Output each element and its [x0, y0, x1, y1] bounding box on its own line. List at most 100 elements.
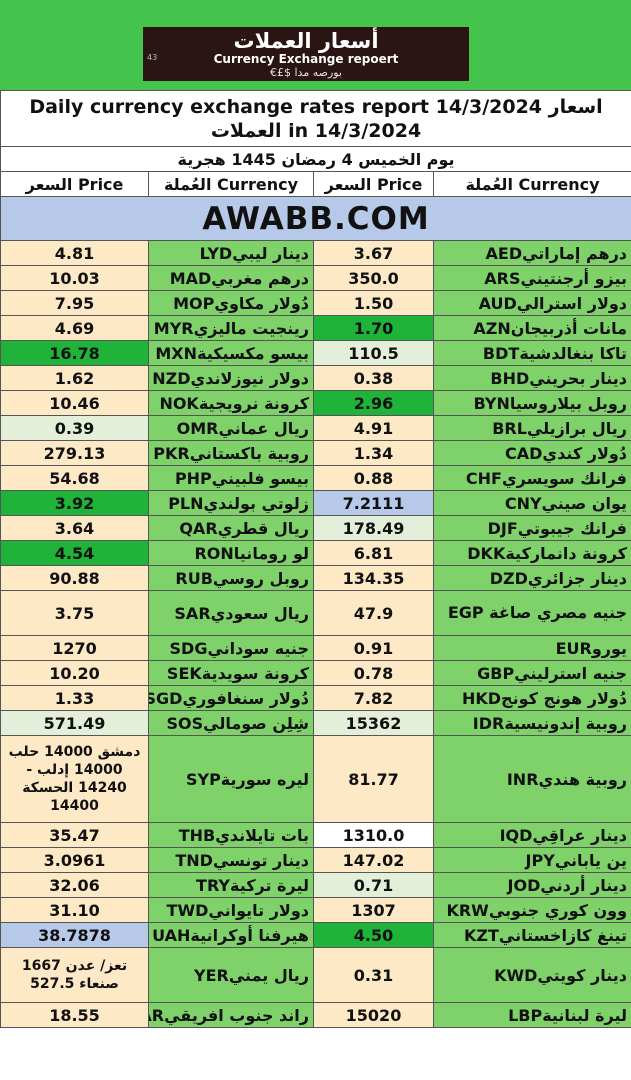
hijri-date: يوم الخميس 4 رمضان 1445 هجرية [0, 146, 631, 172]
rate-value: 81.77 [313, 735, 434, 823]
currency-arabic-name: ريال برازيلي [526, 418, 628, 438]
table-row: 90.88 روبل روسيRUB 134.35 دينار جزائريDZD [0, 565, 631, 591]
rate-value: 3.75 [0, 590, 149, 636]
currency-arabic-name: دينار بحريني [529, 368, 628, 388]
currency-arabic-name: راند جنوب افريقي [164, 1005, 309, 1025]
currency-name: ليرة لبنانيةLBP [432, 1002, 631, 1028]
currency-code: SGD [150, 688, 183, 708]
rate-value: تعز/ عدن 1667 صنعاء 527.5 [0, 947, 149, 1003]
currency-name: ريال قطريQAR [148, 515, 314, 541]
rate-value: 0.78 [313, 660, 434, 686]
logo-arabic-title: أسعار العملات [233, 29, 379, 53]
currency-name: دينار ليبيLYD [148, 240, 314, 266]
logo-symbols: €£$ ﺑﻮﺭﺻﻪ ﻣﺪﺍ [269, 66, 342, 79]
currency-arabic-name: فرانك سويسري [501, 468, 628, 488]
currency-code: YER [194, 965, 229, 985]
currency-code: NZD [152, 368, 191, 388]
currency-code: BRL [492, 418, 527, 438]
rate-value: 32.06 [0, 872, 149, 898]
rate-value: 3.64 [0, 515, 149, 541]
currency-code: SDG [169, 638, 208, 658]
rate-value: 0.91 [313, 635, 434, 661]
table-row: 38.7878 هيرفنا أوكرانيةUAH 4.50 تينغ كازاخس… [0, 922, 631, 948]
currency-code: AZN [473, 318, 511, 338]
currency-arabic-name: دولار تايواني [208, 900, 309, 920]
currency-arabic-name: شِلِن صومالي [203, 713, 309, 733]
currency-name: دينار أردنيJOD [432, 872, 631, 898]
currency-arabic-name: ليرة لبنانية [542, 1005, 628, 1025]
rate-value: دمشق 14000 حلب 14000 إدلب - 14240 الحسكة… [0, 735, 149, 823]
currency-code: KWD [494, 965, 538, 985]
currency-arabic-name: دولار استرالي [516, 293, 628, 313]
currency-arabic-name: دينار تونسي [212, 850, 309, 870]
rate-value: 15020 [313, 1002, 434, 1028]
currency-name: وون كوري جنوبيKRW [432, 897, 631, 923]
currency-code: KRW [446, 900, 489, 920]
currency-arabic-name: درهم إماراتي [522, 243, 628, 263]
table-row: 35.47 بات تايلانديTHB 1310.0 دينار عراقِيIQ… [0, 822, 631, 848]
rate-value: 1.50 [313, 290, 434, 316]
currency-code: PKR [153, 443, 190, 463]
currency-name: دولار تايوانيTWD [148, 897, 314, 923]
currency-name: روبل بيلاروسياBYN [432, 390, 631, 416]
rate-value: 1.33 [0, 685, 149, 711]
currency-name: لو رومانياRON [148, 540, 314, 566]
currency-name: كرونة سويديةSEK [148, 660, 314, 686]
column-header-currency-left: العُملة Currency [432, 171, 631, 197]
rate-value: 3.0961 [0, 847, 149, 873]
rate-value: 7.95 [0, 290, 149, 316]
currency-arabic-name: بات تايلاندي [215, 825, 309, 845]
rate-value: 2.96 [313, 390, 434, 416]
currency-arabic-name: روبل بيلاروسيا [509, 393, 628, 413]
report-title: Daily currency exchange rates report 14/… [0, 90, 631, 147]
currency-arabic-name: روبية إندونيسية [504, 713, 628, 733]
currency-code: ZAR [150, 1005, 165, 1025]
currency-name: دولار نيوزلانديNZD [148, 365, 314, 391]
currency-code: OMR [176, 418, 219, 438]
currency-name: يوروEUR [432, 635, 631, 661]
rate-value: 10.03 [0, 265, 149, 291]
currency-code: TRY [196, 875, 230, 895]
currency-arabic-name: ريال قطري [217, 518, 309, 538]
brand-banner: AWABB.COM [0, 196, 631, 241]
currency-name: روبل روسيRUB [148, 565, 314, 591]
rate-value: 90.88 [0, 565, 149, 591]
currency-name: روبية هنديINR [432, 735, 631, 823]
currency-arabic-name: دُولار مكاوي [214, 293, 309, 313]
currency-arabic-name: دُولار سنغافوري [182, 688, 309, 708]
rate-value: 3.67 [313, 240, 434, 266]
currency-name: جنيه سودانيSDG [148, 635, 314, 661]
rate-value: 147.02 [313, 847, 434, 873]
table-row: 4.69 رينجيت ماليزيMYR 1.70 مانات أذربيجانAZ… [0, 315, 631, 341]
table-row: 54.68 بيسو فلبينيPHP 0.88 فرانك سويسريCHF [0, 465, 631, 491]
currency-name: درهم مغربيMAD [148, 265, 314, 291]
table-row: 10.03 درهم مغربيMAD 350.0 بيزو أرجنتينيARS [0, 265, 631, 291]
currency-name: ريال عمانيOMR [148, 415, 314, 441]
table-row: 10.20 كرونة سويديةSEK 0.78 جنيه استرلينيGBP [0, 660, 631, 686]
currency-code: QAR [179, 518, 218, 538]
currency-name: دينار جزائريDZD [432, 565, 631, 591]
rate-value: 15362 [313, 710, 434, 736]
currency-code: DKK [467, 543, 506, 563]
currency-code: SOS [166, 713, 204, 733]
currency-code: BDT [482, 343, 520, 363]
rate-value: 571.49 [0, 710, 149, 736]
currency-code: IDR [472, 713, 505, 733]
currency-name: دولار استراليAUD [432, 290, 631, 316]
currency-code: AUD [478, 293, 517, 313]
table-row: 32.06 ليرة تركيةTRY 0.71 دينار أردنيJOD [0, 872, 631, 898]
currency-code: PLN [168, 493, 204, 513]
currency-code: KZT [463, 925, 499, 945]
table-row: 3.0961 دينار تونسيTND 147.02 ين يابانيJPY [0, 847, 631, 873]
currency-code: BHD [490, 368, 530, 388]
rates-table: Daily currency exchange rates report 14/… [0, 90, 631, 1028]
currency-arabic-name: بيسو فلبيني [211, 468, 309, 488]
rate-value: 6.81 [313, 540, 434, 566]
currency-code: SAR [174, 603, 211, 623]
table-row: 1.33دُولار سنغافوريSGD7.82دُولار هونج كو… [0, 685, 631, 711]
currency-code: INR [506, 769, 539, 789]
currency-arabic-name: درهم مغربي [211, 268, 309, 288]
currency-arabic-name: روبل روسي [212, 568, 309, 588]
currency-arabic-name: جنيه مصري صاغة EGP [447, 603, 628, 622]
currency-arabic-name: رينجيت ماليزي [193, 318, 309, 338]
